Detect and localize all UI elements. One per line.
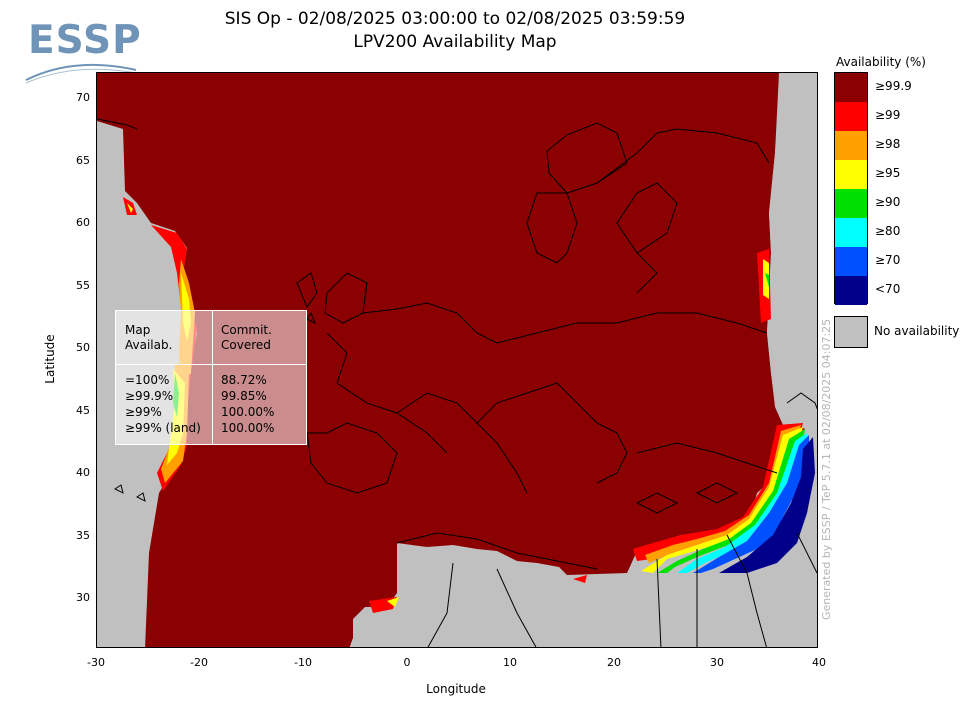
legend-swatch-90 (835, 189, 867, 218)
stats-row-avail: ≥99% (125, 405, 162, 419)
legend-label-90: ≥90 (875, 195, 901, 209)
x-tick-40: 40 (812, 656, 826, 669)
map-title-name: LPV200 Availability Map (353, 32, 557, 52)
legend-swatch-70 (835, 247, 867, 276)
x-tick-0: 0 (403, 656, 411, 669)
legend-swatch-no-availability (834, 316, 868, 348)
stats-header-commit-covered: Commit. Covered (221, 323, 272, 352)
x-tick-minus10: -10 (294, 656, 312, 669)
x-tick-30: 30 (710, 656, 724, 669)
x-tick-minus20: -20 (190, 656, 208, 669)
stats-row-covered: 100.00% (221, 405, 275, 419)
no-coverage-south (349, 513, 817, 647)
coverage-stats-table: Map Availab. Commit. Covered =100% ≥99.9… (115, 310, 307, 445)
y-tick-30: 30 (76, 591, 90, 604)
legend-label-95: ≥95 (875, 166, 901, 180)
stats-row-covered: 99.85% (221, 389, 267, 403)
legend-label-below-70: <70 (875, 282, 901, 296)
legend-label-99-9: ≥99.9 (875, 79, 912, 93)
legend-label-80: ≥80 (875, 224, 901, 238)
stats-row-avail: ≥99% (land) (125, 421, 201, 435)
legend-label-98: ≥98 (875, 137, 901, 151)
x-tick-20: 20 (607, 656, 621, 669)
y-tick-65: 65 (76, 154, 90, 167)
generated-by-watermark: Generated by ESSP / TeP 5.7.1 at 02/08/2… (820, 318, 833, 620)
stats-header-map-availability: Map Availab. (125, 323, 173, 352)
stats-row-avail: =100% (125, 373, 170, 387)
legend-swatch-below-70 (835, 276, 867, 305)
legend-swatch-95 (835, 160, 867, 189)
y-tick-35: 35 (76, 529, 90, 542)
legend-label-70: ≥70 (875, 253, 901, 267)
stats-row-avail: ≥99.9% (125, 389, 174, 403)
y-tick-50: 50 (76, 341, 90, 354)
stats-divider-vertical (212, 311, 213, 444)
stats-covered-column: 88.72% 99.85% 100.00% 100.00% (221, 372, 274, 436)
legend-swatch-98 (835, 131, 867, 160)
x-tick-10: 10 (503, 656, 517, 669)
legend-color-scale (834, 72, 868, 305)
stats-availability-column: =100% ≥99.9% ≥99% ≥99% (land) (125, 372, 201, 436)
stats-divider-horizontal (116, 364, 306, 365)
legend-swatch-99 (835, 102, 867, 131)
coverage-region-main (97, 73, 805, 647)
legend-swatch-80 (835, 218, 867, 247)
no-coverage-east (767, 73, 817, 429)
stats-row-covered: 88.72% (221, 373, 267, 387)
legend-label-99: ≥99 (875, 108, 901, 122)
y-tick-40: 40 (76, 466, 90, 479)
x-tick-minus30: -30 (87, 656, 105, 669)
x-axis-label: Longitude (426, 682, 486, 696)
essp-logo: ESSP (12, 8, 142, 84)
y-tick-70: 70 (76, 91, 90, 104)
legend-title: Availability (%) (836, 55, 926, 69)
y-tick-45: 45 (76, 404, 90, 417)
y-tick-60: 60 (76, 216, 90, 229)
logo-swoosh-icon (25, 63, 137, 84)
y-tick-55: 55 (76, 279, 90, 292)
map-title-period: SIS Op - 02/08/2025 03:00:00 to 02/08/20… (224, 9, 686, 29)
stats-row-covered: 100.00% (221, 421, 275, 435)
legend-swatch-99-9 (835, 73, 867, 102)
y-axis-label: Latitude (43, 334, 57, 384)
essp-logo-text: ESSP (28, 18, 142, 63)
legend-label-no-availability: No availability (874, 324, 960, 338)
